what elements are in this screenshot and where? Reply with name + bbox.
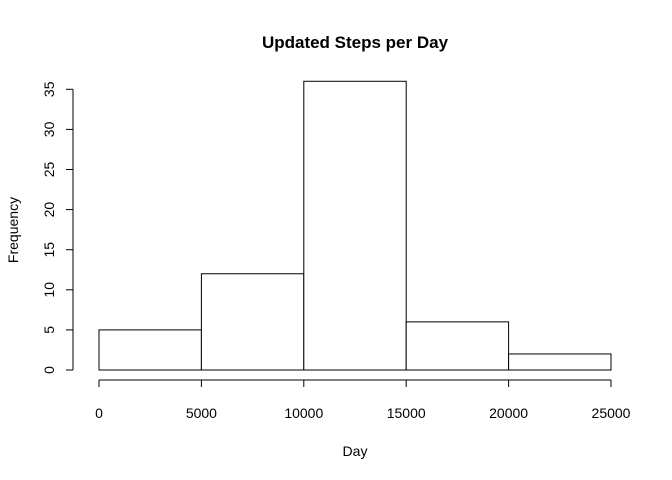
x-tick-label-1: 5000 bbox=[186, 405, 217, 421]
y-axis-label: Frequency bbox=[5, 197, 21, 263]
y-tick-label-2: 10 bbox=[41, 282, 57, 298]
x-axis-label: Day bbox=[343, 443, 368, 459]
x-tick-label-3: 15000 bbox=[387, 405, 426, 421]
histogram-bar-2 bbox=[303, 80, 407, 371]
histogram-bar-0 bbox=[98, 329, 202, 371]
y-tick-label-1: 5 bbox=[41, 326, 57, 334]
histogram-bar-1 bbox=[200, 273, 305, 371]
x-tick-label-0: 0 bbox=[95, 405, 103, 421]
y-axis: 0 5 10 15 20 25 30 35 bbox=[41, 81, 74, 374]
x-tick-label-4: 20000 bbox=[489, 405, 528, 421]
x-tick-label-2: 10000 bbox=[284, 405, 323, 421]
y-tick-label-4: 20 bbox=[41, 202, 57, 218]
y-tick-label-3: 15 bbox=[41, 242, 57, 258]
x-tick-label-5: 25000 bbox=[592, 405, 631, 421]
y-tick-label-6: 30 bbox=[41, 121, 57, 137]
x-axis: 0 5000 10000 15000 20000 25000 bbox=[95, 379, 631, 421]
y-tick-label-5: 25 bbox=[41, 162, 57, 178]
y-tick-label-0: 0 bbox=[41, 366, 57, 374]
histogram-bar-4 bbox=[508, 353, 612, 371]
histogram-bar-3 bbox=[405, 321, 510, 371]
chart-title: Updated Steps per Day bbox=[262, 33, 449, 52]
y-tick-label-7: 35 bbox=[41, 81, 57, 97]
bars-group bbox=[98, 80, 612, 371]
